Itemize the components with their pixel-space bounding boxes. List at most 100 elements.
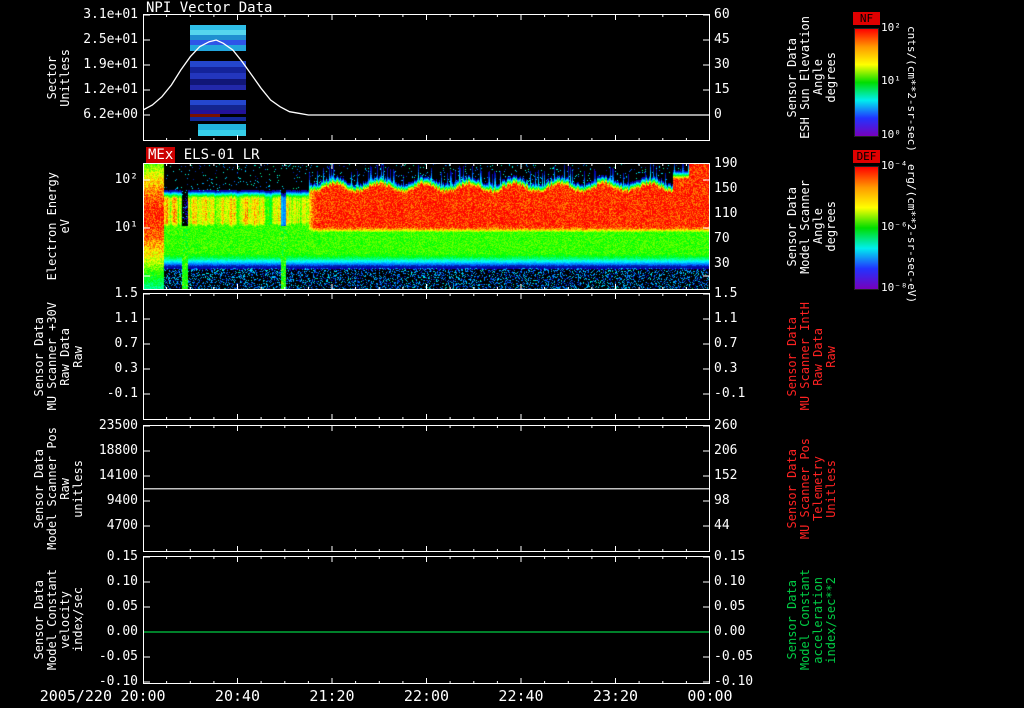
y-axis-tick-label: 44	[714, 518, 730, 533]
y-axis-tick-label: 190	[714, 156, 738, 171]
colorbar-nf-units: cnts/(cm**2-sr-sec)	[905, 26, 918, 152]
y-axis-tick-label: 15	[714, 82, 730, 97]
panel-npi-sector[interactable]	[143, 14, 710, 141]
y-axis-title-left: Electron Energy eV	[20, 163, 98, 290]
time-axis-tick-label: 20:40	[214, 687, 261, 705]
y-axis-title-right: Sensor Data MU Scanner IntH Raw Data Raw	[781, 293, 843, 420]
y-axis-tick-label: 1.9e+01	[83, 57, 138, 72]
y-axis-tick-label: -0.1	[714, 386, 746, 401]
y-axis-tick-label: 9400	[106, 493, 138, 508]
colorbar-tick-label: 10⁻⁴	[881, 159, 908, 172]
panel-frame	[143, 14, 710, 141]
y-axis-tick-label: 150	[714, 181, 738, 196]
y-axis-tick-label: 30	[714, 256, 730, 271]
y-axis-tick-label: 0.00	[106, 624, 138, 639]
time-axis-tick-label: 20:00	[120, 687, 166, 705]
y-axis-tick-label: 98	[714, 493, 730, 508]
y-axis-title-right: Sensor Data MU Scanner Pos Telemetry Unitle…	[781, 425, 843, 552]
y-axis-tick-label: 2.5e+01	[83, 32, 138, 47]
y-axis-tick-label: 6.2e+00	[83, 107, 138, 122]
y-axis-tick-label: 10¹	[114, 220, 138, 235]
y-axis-title-left: Sensor Data Model Constant velocity index/s…	[20, 556, 98, 684]
y-axis-title-right: Sensor Data Model Scanner Angle degrees	[781, 163, 843, 290]
axis-label-line: index/sec**2	[824, 576, 838, 664]
colorbar-tick-label: 10⁰	[881, 128, 901, 141]
axis-label-line: degrees	[824, 201, 838, 252]
colorbar-nf: NF 10² 10¹ 10⁰ cnts/(cm**2-sr-sec)	[853, 12, 943, 152]
time-axis-tick-label: 23:20	[592, 687, 639, 705]
time-axis-tick-label: 22:00	[403, 687, 450, 705]
panel-model-constant[interactable]	[143, 556, 710, 684]
els-panel-title: MEx ELS-01 LR	[146, 147, 260, 163]
y-axis-tick-label: -0.10	[98, 674, 138, 689]
els-spectrogram-image	[143, 163, 710, 290]
colorbar-def-tag: DEF	[853, 150, 880, 163]
colorbar-nf-gradient	[854, 28, 879, 137]
axis-label-line: degrees	[824, 52, 838, 103]
y-axis-tick-label: 23500	[98, 418, 138, 433]
y-axis-tick-label: -0.1	[106, 386, 138, 401]
y-axis-tick-label: 110	[714, 206, 738, 221]
y-axis-tick-label: -0.05	[714, 649, 754, 664]
panel-frame	[143, 293, 710, 420]
axis-label-line: eV	[58, 219, 72, 234]
y-axis-tick-label: 10²	[114, 172, 138, 187]
panel-frame	[143, 556, 710, 684]
y-axis-tick-label: 1.5	[714, 286, 738, 301]
axis-label-line: Raw	[71, 345, 85, 368]
y-axis-tick-label: 0.7	[714, 336, 738, 351]
y-axis-tick-label: 45	[714, 32, 730, 47]
y-axis-tick-label: 260	[714, 418, 738, 433]
date-label: 2005/220	[39, 687, 112, 705]
axis-label-line: unitless	[71, 459, 85, 518]
y-axis-tick-label: 0.10	[714, 574, 746, 589]
colorbar-tick-label: 10¹	[881, 74, 901, 87]
colorbar-def: DEF 10⁻⁴ 10⁻⁶ 10⁻⁸ erg/(cm**2-sr-sec-eV)	[853, 150, 943, 303]
y-axis-title-left: Sector Unitless	[20, 14, 98, 141]
y-axis-title-left: Sensor Data Model Scanner Pos Raw unitless	[20, 425, 98, 552]
y-axis-tick-label: 0.3	[114, 361, 138, 376]
npi-panel-title: NPI Vector Data	[146, 0, 273, 16]
colorbar-def-units: erg/(cm**2-sr-sec-eV)	[905, 164, 918, 304]
y-axis-tick-label: 1.2e+01	[83, 82, 138, 97]
time-axis-tick-label: 00:00	[687, 687, 733, 705]
y-axis-tick-label: 1.5	[114, 286, 138, 301]
y-axis-tick-label: 0.05	[106, 599, 138, 614]
axis-label-line: Unitless	[58, 48, 72, 107]
colorbar-nf-tag: NF	[853, 12, 880, 25]
y-axis-tick-label: 152	[714, 468, 738, 483]
colorbar-tick-label: 10⁻⁸	[881, 281, 908, 294]
panel-model-scanner-pos[interactable]	[143, 425, 710, 552]
y-axis-tick-label: 0.15	[714, 549, 746, 564]
time-axis-tick-label: 21:20	[309, 687, 355, 705]
panel-frame	[143, 163, 710, 290]
y-axis-tick-label: -0.10	[714, 674, 754, 689]
y-axis-tick-label: 0.05	[714, 599, 746, 614]
y-axis-tick-label: 0.3	[714, 361, 738, 376]
y-axis-tick-label: 1.1	[714, 311, 738, 326]
y-axis-title-right: Sensor Data Model Constant acceleration ind…	[781, 556, 843, 684]
y-axis-tick-label: 1.1	[114, 311, 138, 326]
y-axis-tick-label: 0.15	[106, 549, 138, 564]
y-axis-tick-label: 4700	[106, 518, 138, 533]
panel-els-spectrogram[interactable]	[143, 163, 710, 290]
panel-frame	[143, 425, 710, 552]
y-axis-tick-label: 70	[714, 231, 730, 246]
y-axis-tick-label: 3.1e+01	[83, 7, 138, 22]
y-axis-tick-label: 30	[714, 57, 730, 72]
y-axis-tick-label: 0.10	[106, 574, 138, 589]
y-axis-tick-label: -0.05	[98, 649, 138, 664]
els-title-instrument: MEx	[146, 147, 176, 163]
panel-mu-scanner-30v[interactable]	[143, 293, 710, 420]
y-axis-tick-label: 0	[714, 107, 722, 122]
y-axis-title-right: Sensor Data ESH Sun Elevation Angle degrees	[781, 14, 843, 141]
axis-label-line: Raw	[824, 345, 838, 368]
time-axis-tick-label: 22:40	[498, 687, 544, 705]
y-axis-tick-label: 206	[714, 443, 738, 458]
y-axis-tick-label: 0.00	[714, 624, 746, 639]
colorbar-tick-label: 10²	[881, 21, 901, 34]
y-axis-tick-label: 0.7	[114, 336, 138, 351]
axis-label-line: Unitless	[824, 459, 838, 518]
axis-label-line: index/sec	[71, 587, 85, 653]
